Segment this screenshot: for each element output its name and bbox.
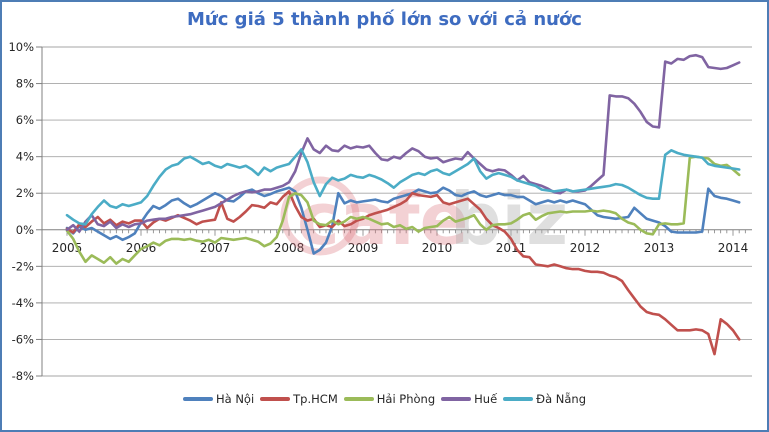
x-axis-label: 2013 [644, 241, 675, 255]
x-axis-label: 2008 [274, 241, 305, 255]
legend-swatch-ha-noi [182, 397, 213, 401]
x-axis-label: 2012 [570, 241, 601, 255]
legend-item-hai-phong: Hải Phòng [343, 392, 436, 406]
y-axis-label: 0% [16, 223, 34, 237]
x-axis-label: 2007 [200, 241, 231, 255]
legend-label: Tp.HCM [293, 392, 338, 406]
series-line-h-i-ph-ng [65, 155, 741, 265]
y-axis-label: -2% [12, 259, 34, 273]
legend-label: Hà Nội [215, 392, 255, 406]
legend-label: Đà Nẵng [536, 392, 587, 406]
y-axis-label: 8% [16, 77, 34, 91]
legend-label: Hải Phòng [376, 392, 436, 406]
series-line--n-ng [65, 148, 741, 226]
x-axis-label: 2014 [718, 241, 749, 255]
series-line-h-n-i [65, 186, 741, 255]
y-axis-label: -4% [12, 296, 34, 310]
x-axis-label: 2010 [422, 241, 453, 255]
legend-item-da-nang: Đà Nẵng [503, 392, 586, 406]
y-axis-label: 2% [16, 186, 34, 200]
legend-swatch-hue [441, 397, 472, 401]
legend-item-tphcm: Tp.HCM [260, 392, 338, 406]
y-axis-label: -6% [12, 332, 34, 346]
legend-swatch-hai-phong [343, 397, 374, 401]
legend-label: Huế [474, 392, 498, 406]
y-axis-label: -8% [12, 369, 34, 383]
x-axis-label: 2009 [348, 241, 379, 255]
legend-swatch-tphcm [260, 397, 291, 401]
y-axis-label: 4% [16, 150, 34, 164]
legend-swatch-da-nang [503, 397, 534, 401]
series-line-hu- [65, 53, 741, 233]
y-axis-label: 6% [16, 113, 34, 127]
chart-title: Mức giá 5 thành phố lớn so với cả nước [187, 9, 582, 30]
y-axis-label: 10% [8, 40, 34, 54]
chart-legend: Hà Nội Tp.HCM Hải Phòng Huế Đà Nẵng [2, 392, 767, 406]
legend-item-hue: Huế [441, 392, 497, 406]
legend-item-ha-noi: Hà Nội [182, 392, 255, 406]
